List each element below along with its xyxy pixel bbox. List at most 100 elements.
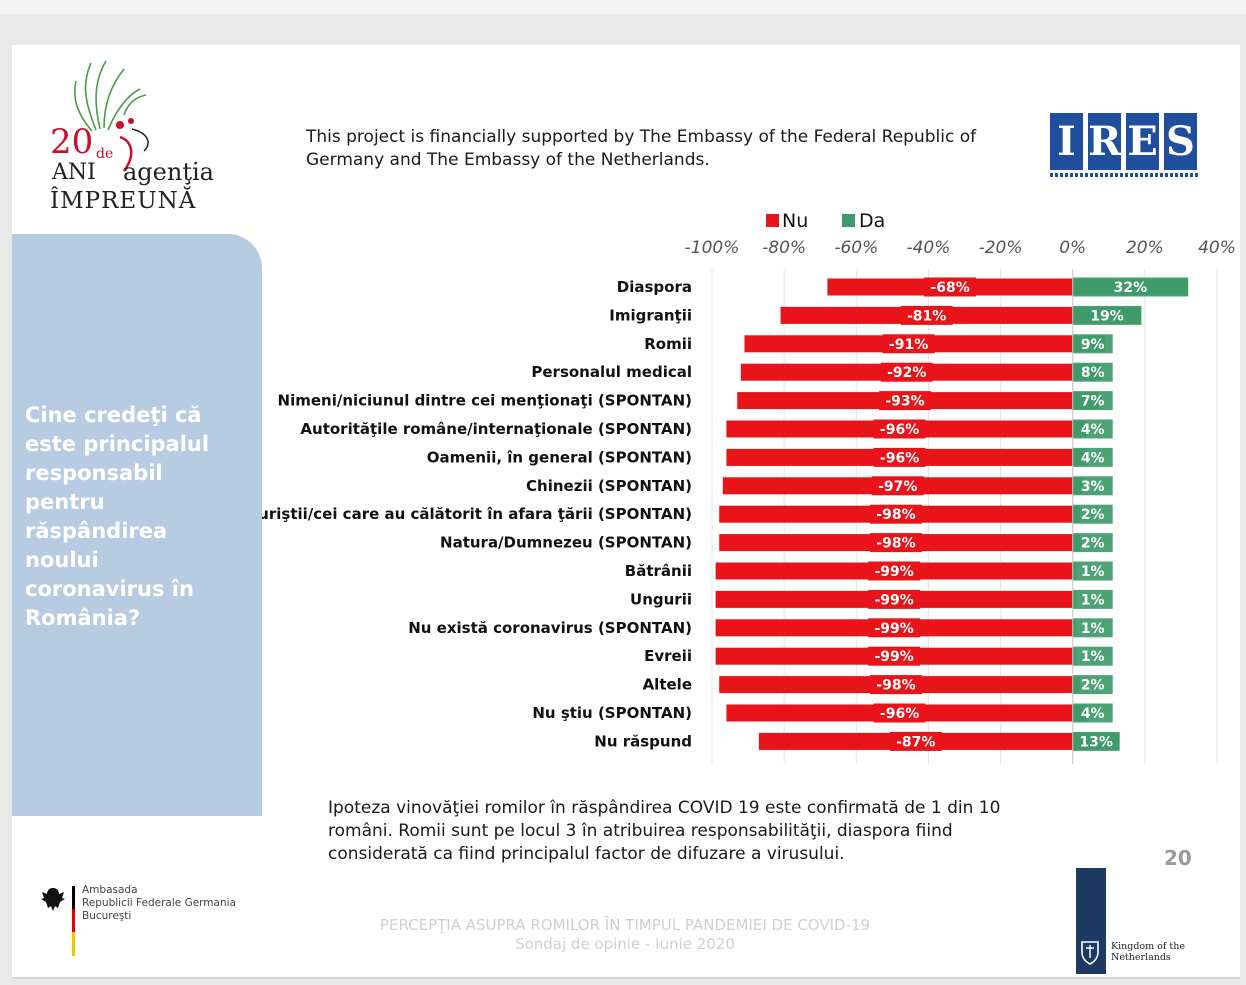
category-label: Turiştii/cei care au călătorit în afara … <box>262 505 692 523</box>
bar-nu-label-bg <box>868 561 921 581</box>
category-label: Nimeni/niciunul dintre cei menţionaţi (S… <box>278 392 692 410</box>
data-label-da: 4% <box>1081 422 1105 438</box>
data-label-da: 1% <box>1081 649 1105 665</box>
bar-nu-label-bg <box>924 277 977 297</box>
x-tick-label: -20% <box>979 238 1023 258</box>
data-label-da: 1% <box>1081 621 1105 637</box>
bar-nu-label-bg <box>900 305 953 325</box>
german-embassy-line: Republicii Federale Germania <box>82 897 236 909</box>
data-label-nu: -96% <box>880 422 919 438</box>
category-label: Ungurii <box>630 590 692 608</box>
bar-da-label-bg <box>1072 476 1113 496</box>
data-label-nu: -68% <box>930 280 969 296</box>
bar-da-label-bg <box>1072 589 1113 609</box>
footer-subtitle: Sondaj de opinie - Iunie 2020 <box>515 935 735 953</box>
data-label-da: 1% <box>1081 564 1105 580</box>
data-label-da: 19% <box>1090 308 1124 324</box>
bar-da-label-bg <box>1072 533 1113 553</box>
data-label-nu: -93% <box>885 394 924 410</box>
bar-da-label-bg <box>1072 618 1113 638</box>
agentia-logo-number: 20 <box>50 122 94 162</box>
bar-da-label-bg <box>1072 305 1142 325</box>
agentia-logo-icon <box>74 60 149 172</box>
data-label-nu: -96% <box>880 706 919 722</box>
x-tick-label: 40% <box>1198 238 1236 258</box>
data-label-nu: -81% <box>907 308 946 324</box>
category-label: Personalul medical <box>531 363 692 381</box>
x-tick-label: -80% <box>762 238 806 258</box>
data-label-da: 7% <box>1081 394 1105 410</box>
bar-nu-label-bg <box>868 589 921 609</box>
bar-nu-label-bg <box>871 476 924 496</box>
bar-da-label-bg <box>1072 391 1113 411</box>
bar-nu-label-bg <box>869 504 922 524</box>
data-label-da: 1% <box>1081 592 1105 608</box>
bar-nu-label-bg <box>873 447 926 467</box>
category-label: Oamenii, în general (SPONTAN) <box>427 448 692 466</box>
category-label: Romii <box>644 335 692 353</box>
data-label-da: 4% <box>1081 706 1105 722</box>
x-tick-label: -100% <box>685 238 740 258</box>
data-label-da: 32% <box>1114 280 1148 296</box>
legend-swatch-nu <box>766 214 779 227</box>
data-label-nu: -96% <box>880 450 919 466</box>
bar-da-label-bg <box>1072 334 1113 354</box>
data-label-da: 2% <box>1081 536 1105 552</box>
agentia-logo-ani: ANI <box>52 160 96 185</box>
support-text: This project is financially supported by… <box>306 127 977 170</box>
legend-label-da: Da <box>859 210 885 232</box>
bar-nu-label-bg <box>880 362 933 382</box>
bar-da-label-bg <box>1072 419 1113 439</box>
ires-logo: I R E S <box>1050 113 1200 181</box>
question-text: Cine credeţi că este principalul respons… <box>25 403 210 630</box>
bar-da-label-bg <box>1072 561 1113 581</box>
bar-nu-label-bg <box>873 703 926 723</box>
bar-nu-label-bg <box>868 618 921 638</box>
ires-subtitle-mark <box>1050 173 1200 177</box>
data-label-nu: -98% <box>876 536 915 552</box>
bar-da-label-bg <box>1072 675 1113 695</box>
data-label-nu: -98% <box>876 507 915 523</box>
german-eagle-icon <box>41 888 65 911</box>
category-label: Diaspora <box>617 278 692 296</box>
bottom-line <box>12 977 1240 979</box>
netherlands-logo-bar <box>1076 868 1106 974</box>
data-label-da: 8% <box>1081 365 1105 381</box>
data-label-da: 2% <box>1081 507 1105 523</box>
category-label: Autorităţile române/internaţionale (SPON… <box>300 420 692 438</box>
bar-nu-label-bg <box>889 731 942 751</box>
bar-da-label-bg <box>1072 646 1113 666</box>
german-embassy-line: Bucureşti <box>82 910 132 922</box>
page-number: 20 <box>1164 846 1192 870</box>
x-tick-label: -60% <box>834 238 878 258</box>
data-label-nu: -99% <box>874 564 913 580</box>
ires-letter: I <box>1050 113 1083 170</box>
legend-swatch-da <box>842 214 855 227</box>
category-label: Imigranţii <box>609 306 692 324</box>
bar-da-label-bg <box>1072 731 1120 751</box>
category-label: Evreii <box>644 647 692 665</box>
data-label-nu: -91% <box>889 337 928 353</box>
x-tick-label: 0% <box>1059 238 1086 258</box>
bar-da-label-bg <box>1072 504 1113 524</box>
german-flag-stripe <box>72 886 75 956</box>
bar-nu-label-bg <box>882 334 935 354</box>
bar-da-label-bg <box>1072 277 1189 297</box>
ires-letter: R <box>1088 113 1121 170</box>
agentia-logo-de: de <box>96 146 114 162</box>
category-label: Nu există coronavirus (SPONTAN) <box>408 619 692 637</box>
bar-da-label-bg <box>1072 362 1113 382</box>
footer-title: PERCEPŢIA ASUPRA ROMILOR ÎN TIMPUL PANDE… <box>330 916 920 954</box>
category-label: Nu ştiu (SPONTAN) <box>532 704 692 722</box>
conclusion-text: Ipoteza vinovăţiei romilor în răspândire… <box>328 798 1001 864</box>
netherlands-logo-text: Kingdom of the Netherlands <box>1111 941 1185 963</box>
bar-da-label-bg <box>1072 703 1113 723</box>
top-strip <box>0 0 1246 14</box>
category-label: Nu răspund <box>594 732 692 750</box>
data-label-nu: -92% <box>887 365 926 381</box>
category-label: Altele <box>643 676 692 694</box>
bar-nu-label-bg <box>869 675 922 695</box>
x-tick-label: 20% <box>1126 238 1164 258</box>
data-label-nu: -99% <box>874 592 913 608</box>
bar-da-label-bg <box>1072 447 1113 467</box>
